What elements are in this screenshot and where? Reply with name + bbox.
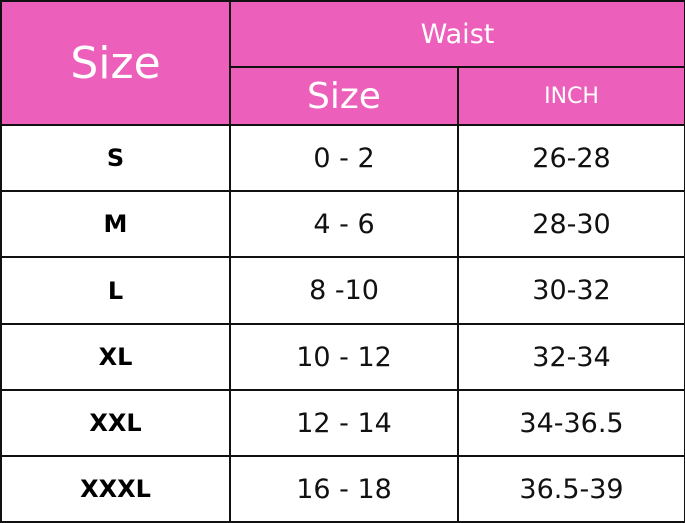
- size-cell: L: [0, 256, 231, 325]
- inch-cell: 26-28: [456, 124, 685, 192]
- table-row: XXXL 16 - 18 36.5-39: [0, 455, 685, 523]
- table-row: XXL 12 - 14 34-36.5: [0, 389, 685, 457]
- size-number-cell: 8 -10: [229, 256, 459, 325]
- size-number-cell: 0 - 2: [229, 124, 459, 192]
- size-number-cell: 12 - 14: [229, 389, 459, 457]
- inch-header: INCH: [456, 66, 685, 126]
- size-cell: XXL: [0, 389, 231, 457]
- size-number-cell: 16 - 18: [229, 455, 459, 523]
- inch-cell: 30-32: [456, 256, 685, 325]
- inch-cell: 34-36.5: [456, 389, 685, 457]
- table-row: XL 10 - 12 32-34: [0, 323, 685, 391]
- size-cell: M: [0, 190, 231, 258]
- inch-cell: 28-30: [456, 190, 685, 258]
- size-cell: S: [0, 124, 231, 192]
- size-cell: XXXL: [0, 455, 231, 523]
- waist-header: Waist: [228, 0, 685, 68]
- inch-cell: 36.5-39: [456, 455, 685, 523]
- size-number-cell: 4 - 6: [229, 190, 459, 258]
- size-header: Size: [0, 0, 231, 126]
- waist-size-header: Size: [229, 66, 459, 126]
- inch-cell: 32-34: [456, 323, 685, 391]
- size-number-cell: 10 - 12: [229, 323, 459, 391]
- size-cell: XL: [0, 323, 231, 391]
